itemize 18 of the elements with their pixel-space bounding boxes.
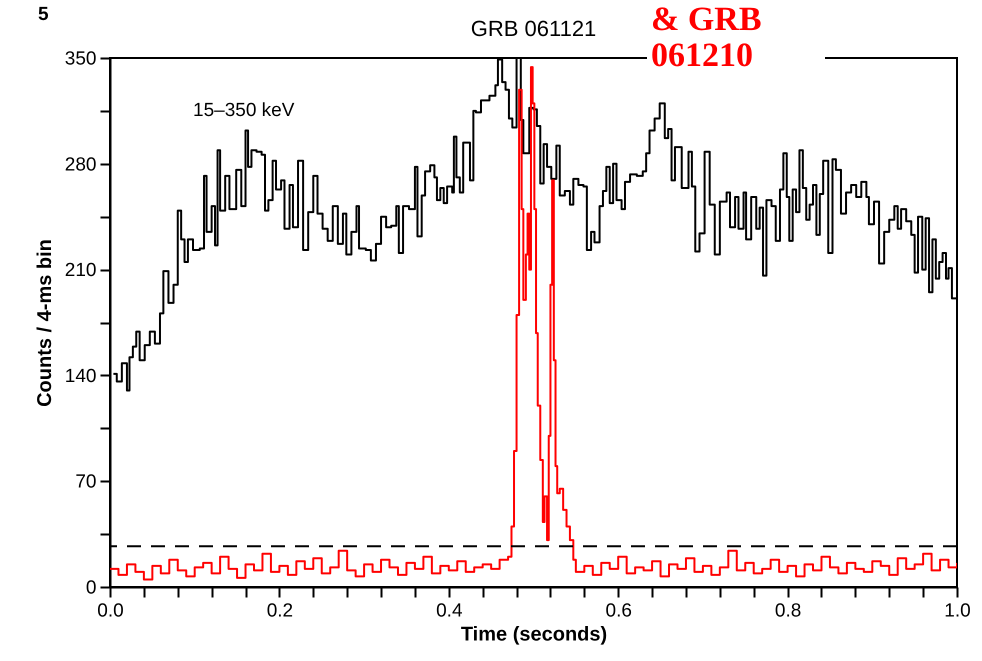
x-axis-title: Time (seconds) (460, 624, 608, 646)
y-tick-label: 70 (75, 472, 96, 493)
text: 5 (38, 4, 49, 26)
y-tick-label: 210 (64, 260, 96, 282)
x-tick-label: 0.2 (266, 600, 294, 622)
x-tick-label: 0.4 (436, 600, 463, 622)
annotation: 15–350 keV (193, 100, 294, 122)
x-tick-label: 1.0 (944, 600, 971, 622)
y-tick-label: 0 (86, 578, 96, 598)
x-tick-label: 0.6 (605, 600, 632, 622)
y-tick-label: 350 (64, 48, 96, 70)
chart-title: GRB 061121 (470, 16, 596, 41)
y-tick-label: 280 (64, 154, 96, 176)
y-tick-label: 140 (64, 366, 96, 387)
y-axis-title: Counts / 4-ms bin (34, 239, 56, 407)
annotation: & GRB 061210 (647, 1, 825, 74)
x-tick-label: 0.8 (774, 600, 802, 622)
x-tick-label: 0.0 (97, 600, 124, 622)
